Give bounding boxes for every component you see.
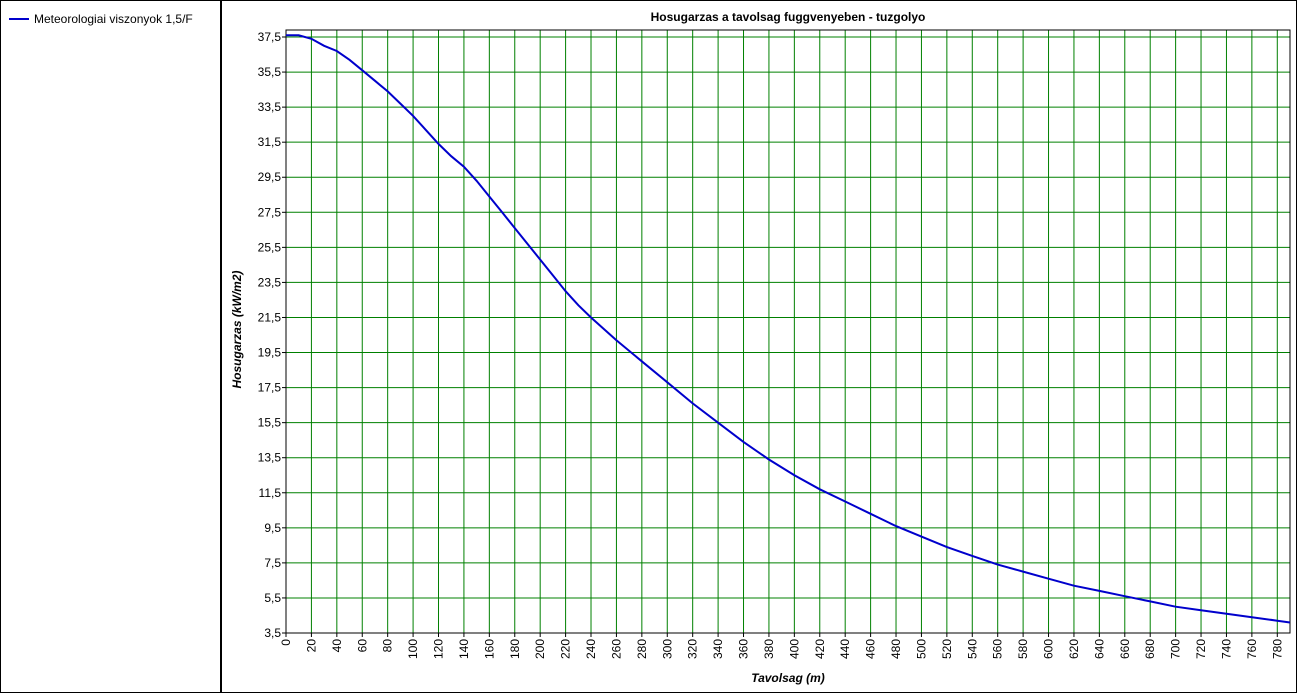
legend-entry[interactable]: Meteorologiai viszonyok 1,5/F (9, 11, 193, 27)
x-tick-label: 260 (609, 639, 623, 659)
x-tick-label: 180 (508, 639, 522, 659)
y-tick-label: 17,5 (258, 381, 282, 395)
x-tick-label: 80 (381, 639, 395, 653)
x-axis-label: Tavolsag (m) (751, 671, 825, 685)
x-tick-label: 760 (1245, 639, 1259, 659)
x-tick-label: 740 (1219, 639, 1233, 659)
x-tick-label: 420 (813, 639, 827, 659)
x-tick-label: 300 (660, 639, 674, 659)
x-tick-label: 320 (686, 639, 700, 659)
x-tick-label: 540 (965, 639, 979, 659)
y-tick-label: 29,5 (258, 170, 282, 184)
x-tick-label: 500 (914, 639, 928, 659)
x-tick-label: 140 (457, 639, 471, 659)
y-tick-label: 23,5 (258, 275, 282, 289)
y-tick-label: 15,5 (258, 416, 282, 430)
x-tick-label: 460 (864, 639, 878, 659)
x-tick-label: 520 (940, 639, 954, 659)
legend-label: Meteorologiai viszonyok 1,5/F (34, 12, 193, 26)
x-tick-label: 720 (1194, 639, 1208, 659)
y-tick-label: 11,5 (259, 486, 282, 500)
x-tick-label: 40 (330, 639, 344, 653)
chart-title: Hosugarzas a tavolsag fuggvenyeben - tuz… (651, 10, 926, 24)
y-tick-label: 5,5 (264, 591, 281, 605)
legend-swatch (9, 18, 29, 20)
x-tick-label: 240 (584, 639, 598, 659)
x-tick-label: 580 (1016, 639, 1030, 659)
x-tick-label: 380 (762, 639, 776, 659)
x-tick-label: 0 (279, 639, 293, 646)
x-tick-label: 640 (1092, 639, 1106, 659)
y-tick-label: 19,5 (258, 346, 282, 360)
plot-frame (285, 29, 1291, 634)
y-tick-label: 35,5 (258, 65, 282, 79)
x-tick-label: 560 (991, 639, 1005, 659)
x-tick-label: 700 (1169, 639, 1183, 659)
y-tick-label: 31,5 (258, 135, 282, 149)
x-tick-label: 620 (1067, 639, 1081, 659)
x-tick-label: 440 (838, 639, 852, 659)
y-tick-label: 21,5 (258, 310, 282, 324)
x-tick-label: 480 (889, 639, 903, 659)
x-tick-label: 400 (787, 639, 801, 659)
x-tick-label: 680 (1143, 639, 1157, 659)
x-tick-label: 600 (1042, 639, 1056, 659)
y-tick-label: 13,5 (258, 451, 282, 465)
y-tick-label: 37,5 (258, 30, 282, 44)
x-tick-label: 120 (432, 639, 446, 659)
x-tick-label: 220 (559, 639, 573, 659)
x-tick-label: 20 (304, 639, 318, 653)
plot-area (286, 30, 1290, 633)
x-tick-label: 280 (635, 639, 649, 659)
x-tick-label: 100 (406, 639, 420, 659)
x-tick-label: 200 (533, 639, 547, 659)
x-tick-label: 780 (1270, 639, 1284, 659)
y-tick-label: 9,5 (264, 521, 281, 535)
y-axis-label: Hosugarzas (kW/m2) (230, 270, 244, 388)
y-tick-label: 7,5 (264, 556, 281, 570)
y-tick-label: 3,5 (264, 626, 281, 640)
x-tick-label: 660 (1118, 639, 1132, 659)
x-tick-label: 360 (737, 639, 751, 659)
y-tick-label: 25,5 (258, 240, 282, 254)
x-tick-label: 60 (355, 639, 369, 653)
series-line (286, 34, 1291, 624)
y-tick-label: 27,5 (258, 205, 282, 219)
x-tick-label: 160 (482, 639, 496, 659)
x-tick-label: 340 (711, 639, 725, 659)
y-tick-label: 33,5 (258, 100, 282, 114)
